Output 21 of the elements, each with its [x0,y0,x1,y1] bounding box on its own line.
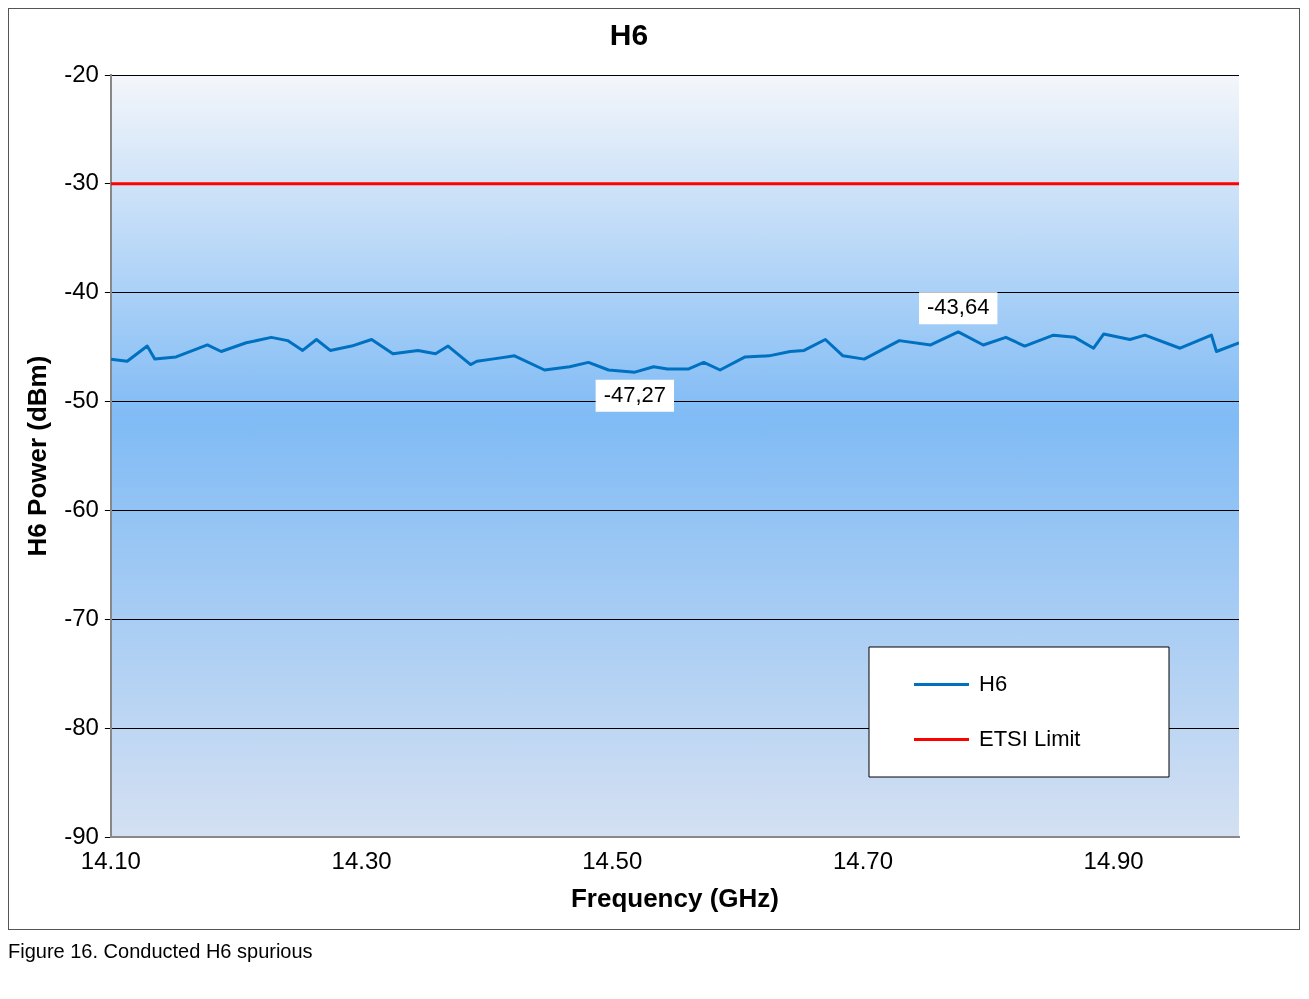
y-tick-label: -80 [64,712,99,740]
x-tick-label: 14.50 [582,847,643,875]
y-tick-label: -90 [64,821,99,849]
y-tick-label: -40 [64,277,99,305]
x-tick-label: 14.30 [331,847,392,875]
y-tick-label: -30 [64,168,99,196]
y-tick-label: -70 [64,603,99,631]
y-axis-title: H6 Power (dBm) [21,355,52,557]
x-axis-title: Frequency (GHz) [570,882,779,913]
x-tick-label: 14.90 [1083,847,1144,875]
y-tick-label: -60 [64,495,99,523]
y-tick-label: -50 [64,386,99,414]
caption: Figure 16. Conducted H6 spurious [8,940,314,963]
legend-label: ETSI Limit [979,725,1081,751]
y-tick-label: -20 [64,59,99,87]
legend-label: H6 [979,670,1008,696]
annotation: -47,27 [603,381,667,407]
x-tick-label: 14.70 [832,847,893,875]
annotation: -43,64 [927,294,990,320]
x-tick-label: 14.10 [80,847,141,875]
chart-title: H6 [609,18,649,52]
